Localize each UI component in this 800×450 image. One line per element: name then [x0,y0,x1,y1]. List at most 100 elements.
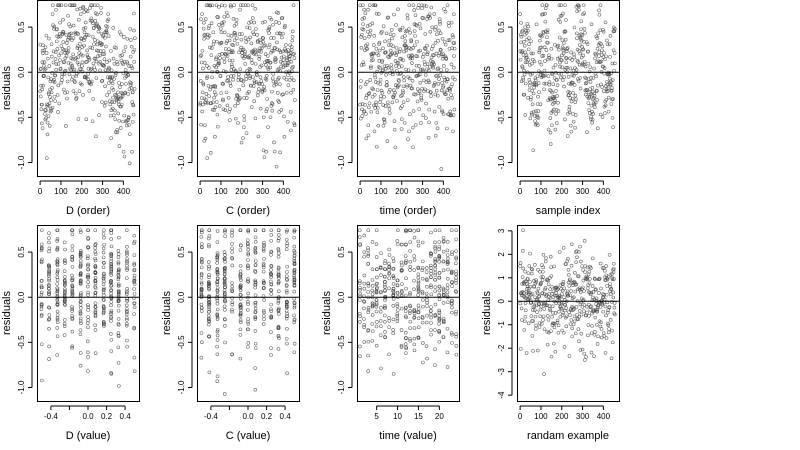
data-point [132,282,137,286]
data-point [50,54,54,59]
data-point [117,267,121,271]
data-point [390,36,394,41]
data-point [284,300,289,305]
data-point [380,60,384,64]
data-point [358,85,363,89]
data-point [223,324,227,328]
data-point [215,251,220,255]
data-point [399,306,404,311]
data-point [271,72,275,76]
data-point [555,94,559,98]
data-point [122,154,127,159]
data-point [285,119,290,124]
data-point [408,339,413,343]
data-point [222,250,227,254]
data-point [595,47,600,51]
data-point [419,93,424,98]
data-point [273,55,278,60]
data-point [609,356,614,361]
data-point [292,280,297,285]
data-point [47,36,51,41]
data-point [420,240,425,245]
data-point [577,314,582,319]
data-point [569,308,573,313]
data-point [568,96,573,100]
data-point [427,107,432,112]
data-point [126,73,131,77]
data-point [217,61,222,66]
data-point [393,145,398,150]
data-point [603,304,608,309]
data-point [606,86,610,91]
data-point [282,54,286,59]
data-point [215,69,219,74]
data-point [284,299,289,304]
data-point [382,117,386,121]
data-point [379,88,384,93]
data-point [542,87,546,92]
data-point [79,279,83,283]
data-point [375,267,379,271]
data-point [55,47,60,51]
data-point [227,58,232,63]
data-point [242,118,247,122]
data-point [125,318,129,322]
data-point [375,144,379,149]
x-tick-label: 0.4 [120,412,132,421]
data-point [244,96,249,100]
data-point [530,271,534,276]
data-point [396,308,400,312]
data-point [568,293,573,297]
data-point [587,108,592,112]
data-point [530,334,535,338]
data-point [108,75,112,80]
data-point [441,85,445,90]
data-point [372,73,377,77]
data-point [261,263,266,268]
data-point [244,77,249,81]
data-point [122,35,126,39]
data-point [445,283,450,287]
data-point [391,276,396,280]
data-point [212,39,216,44]
data-point [589,350,594,355]
data-point [380,58,384,63]
data-point [395,291,400,295]
data-point [50,71,54,75]
data-point [74,56,78,60]
data-point [603,111,607,115]
data-point [435,126,440,131]
data-point [93,286,98,290]
data-point [79,291,83,295]
data-point [602,50,606,55]
data-point [215,374,220,379]
data-point [239,278,243,282]
data-point [246,247,250,252]
data-point [230,256,235,261]
data-point [391,328,395,332]
data-point [223,108,228,112]
data-point [209,21,214,25]
data-point [554,112,558,116]
data-point [292,250,297,255]
x-tick-label: 400 [437,187,451,196]
data-point [207,228,212,233]
data-point [605,310,610,315]
data-point [47,269,51,273]
data-point [117,118,121,123]
data-point [570,334,574,339]
data-point [47,124,52,128]
data-point [119,104,123,109]
data-point [70,65,75,70]
y-tick-label: -0.5 [17,335,26,349]
data-point [109,228,114,233]
data-point [272,149,277,154]
y-tick-label: -0.5 [177,335,186,349]
data-point [238,7,242,12]
data-point [213,134,217,139]
data-point [409,39,414,44]
data-point [253,250,258,255]
data-point [403,39,408,43]
data-point [553,42,557,47]
data-point [86,55,90,59]
